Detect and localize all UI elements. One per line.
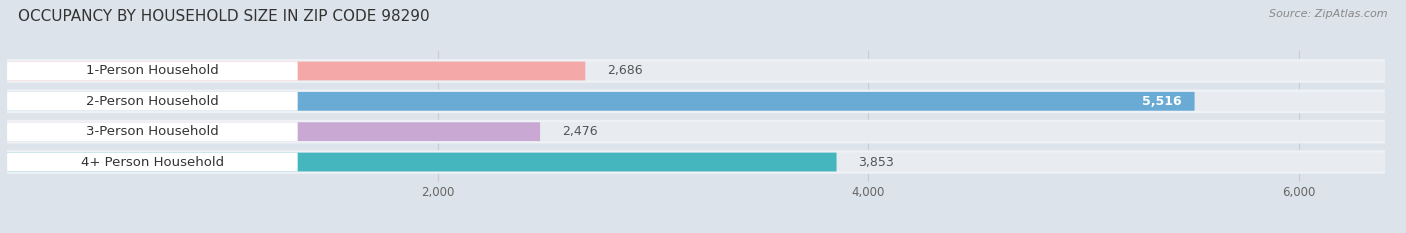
Text: Source: ZipAtlas.com: Source: ZipAtlas.com [1270,9,1388,19]
FancyBboxPatch shape [7,89,1385,113]
Text: 2,686: 2,686 [607,65,643,78]
FancyBboxPatch shape [7,92,298,111]
Text: 5,516: 5,516 [1142,95,1181,108]
FancyBboxPatch shape [7,150,1385,174]
FancyBboxPatch shape [7,120,1385,144]
FancyBboxPatch shape [7,122,540,141]
FancyBboxPatch shape [7,62,585,80]
FancyBboxPatch shape [7,59,1385,83]
FancyBboxPatch shape [7,122,1385,141]
FancyBboxPatch shape [7,122,298,141]
FancyBboxPatch shape [7,92,1195,111]
Text: 3-Person Household: 3-Person Household [86,125,219,138]
Text: 2-Person Household: 2-Person Household [86,95,219,108]
Text: 3,853: 3,853 [858,155,894,168]
FancyBboxPatch shape [7,153,1385,171]
FancyBboxPatch shape [7,62,1385,80]
FancyBboxPatch shape [7,92,1385,111]
Text: 2,476: 2,476 [561,125,598,138]
FancyBboxPatch shape [7,153,837,171]
FancyBboxPatch shape [7,153,298,171]
FancyBboxPatch shape [7,62,298,80]
Text: OCCUPANCY BY HOUSEHOLD SIZE IN ZIP CODE 98290: OCCUPANCY BY HOUSEHOLD SIZE IN ZIP CODE … [18,9,430,24]
Text: 1-Person Household: 1-Person Household [86,65,219,78]
Text: 4+ Person Household: 4+ Person Household [80,155,224,168]
